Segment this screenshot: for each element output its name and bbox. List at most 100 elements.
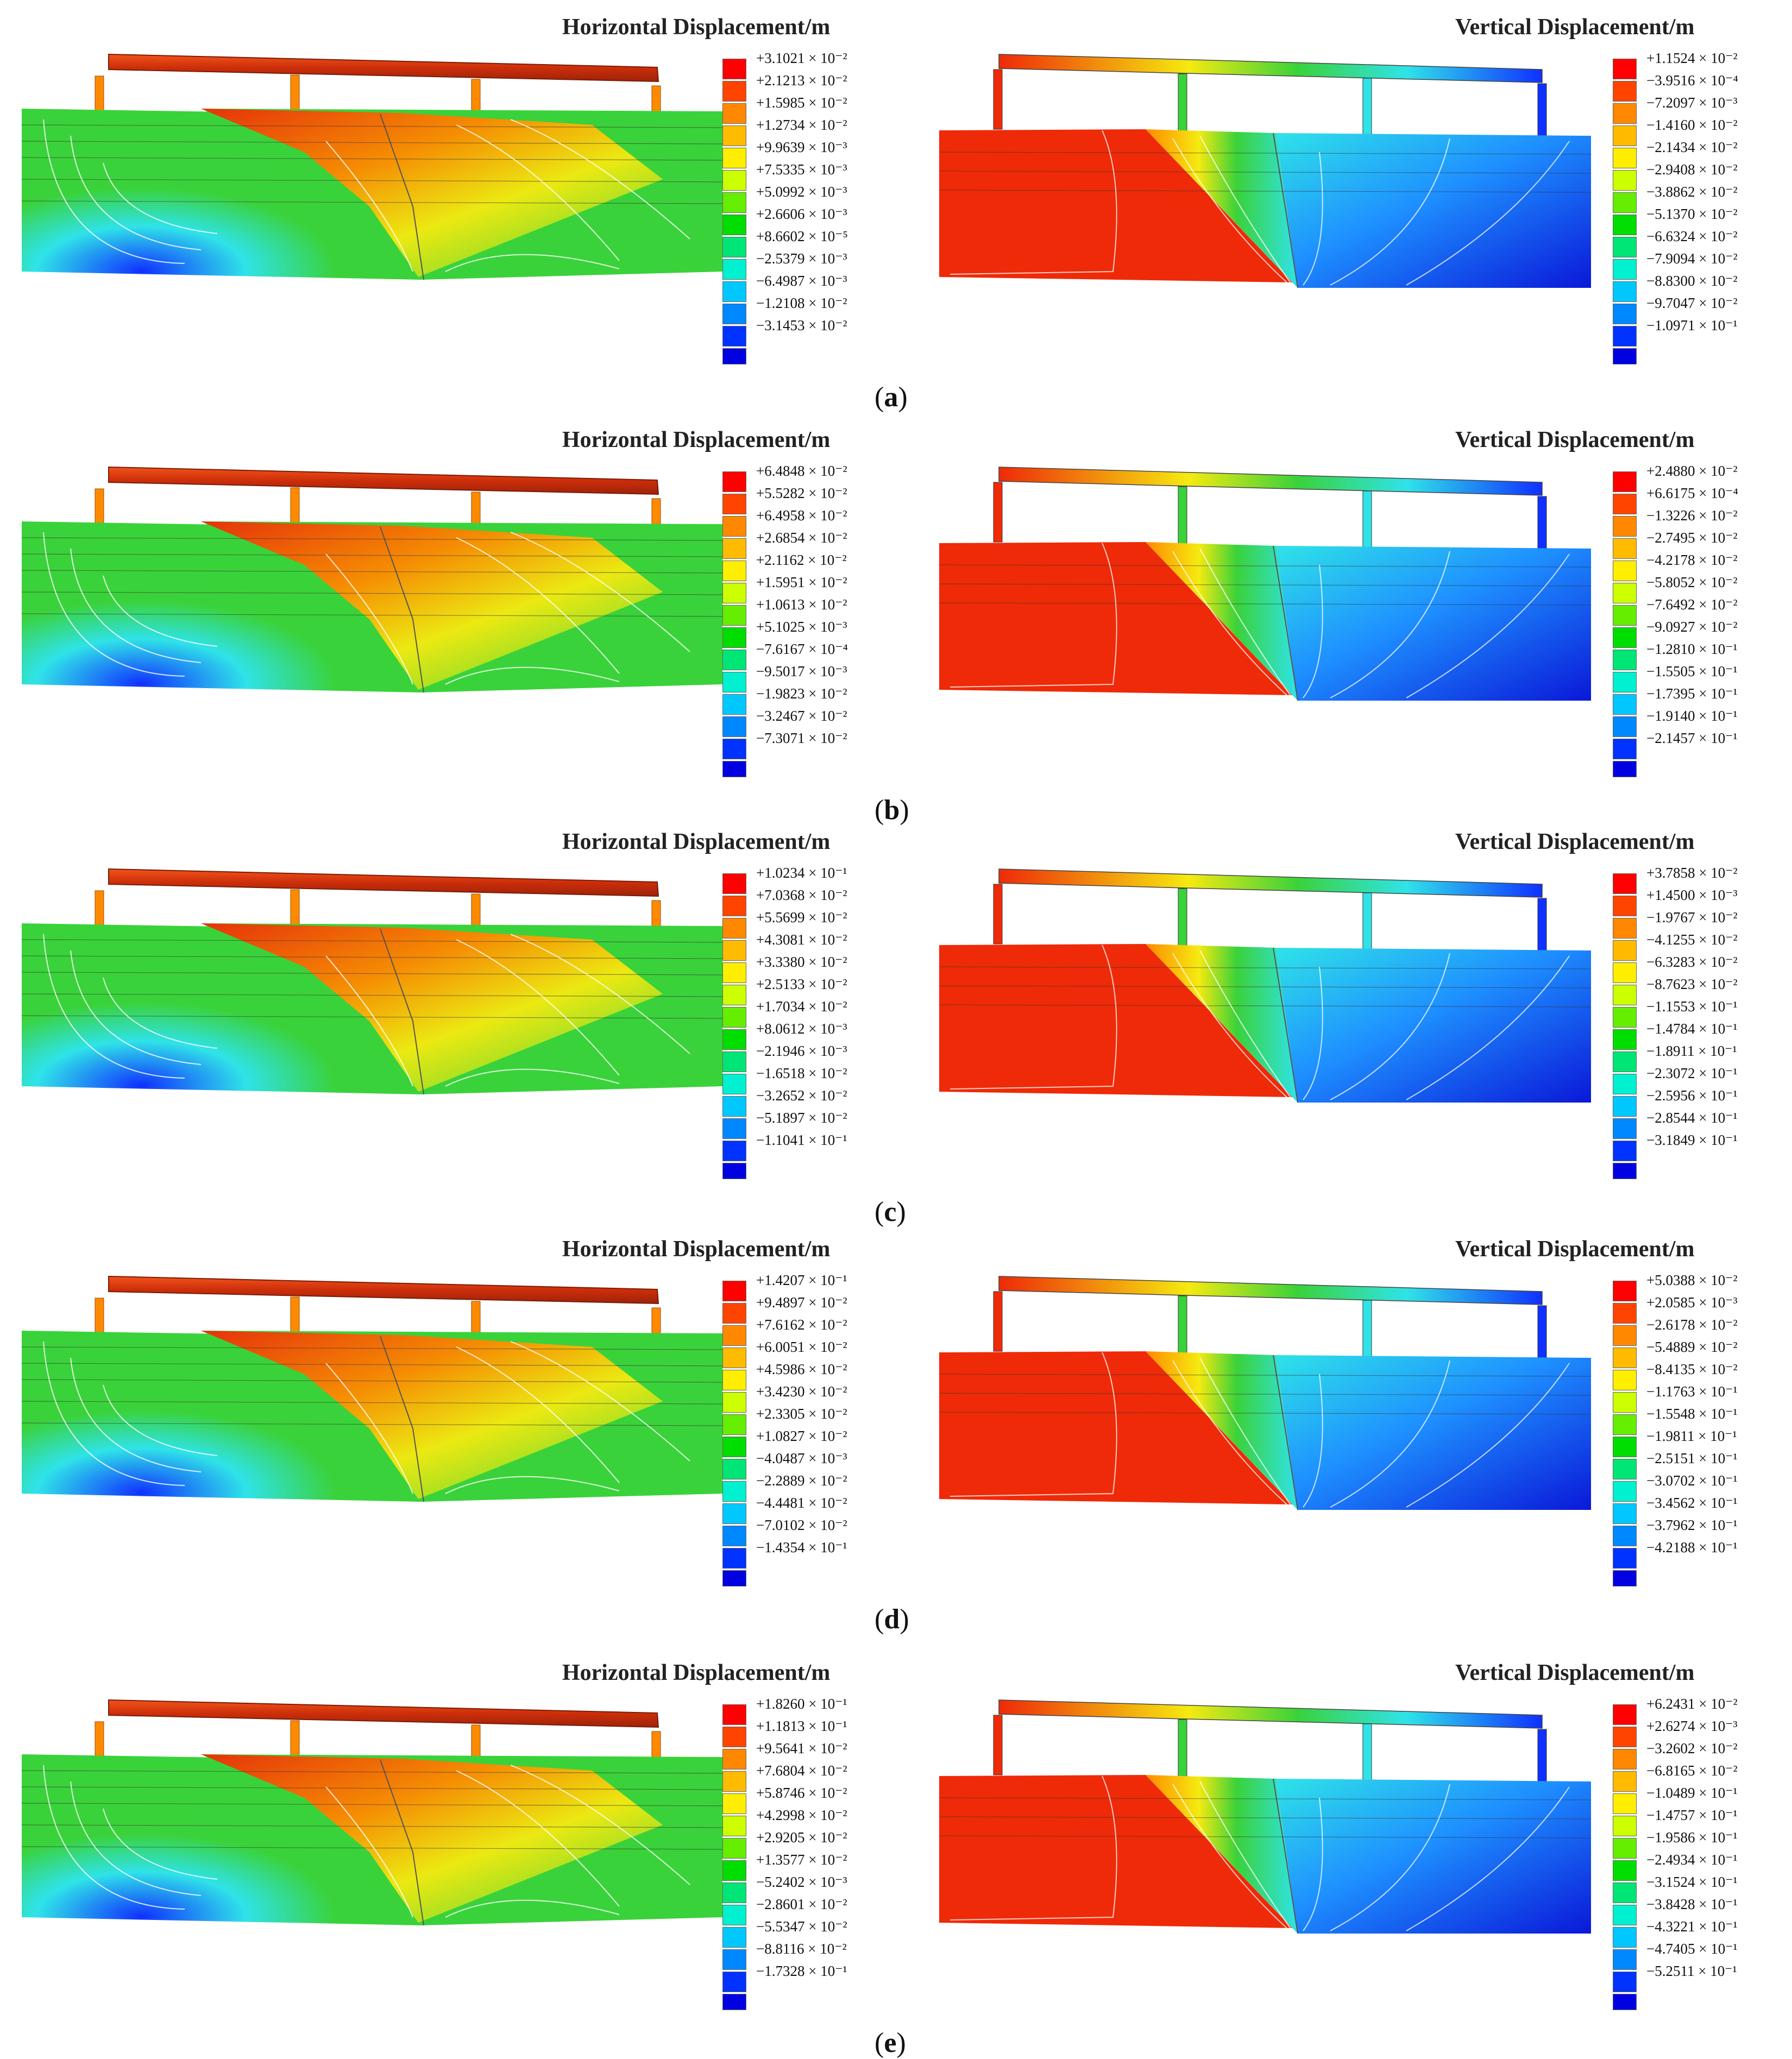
contour-line bbox=[1303, 152, 1323, 286]
legend-label: +8.0612 × 10⁻³ bbox=[756, 1021, 847, 1037]
legend-swatch bbox=[722, 1972, 746, 1992]
legend-swatch bbox=[722, 605, 746, 626]
legend-swatch bbox=[722, 1051, 746, 1072]
color-legend: +1.1524 × 10⁻² −3.9516 × 10⁻⁴ −7.2097 × 10… bbox=[1613, 50, 1792, 364]
legend-swatch bbox=[722, 1348, 746, 1368]
legend-label: +1.2734 × 10⁻² bbox=[756, 117, 847, 133]
transition-band bbox=[1146, 944, 1298, 1103]
legend-swatch bbox=[722, 940, 746, 961]
legend-swatch bbox=[1613, 538, 1637, 559]
legend-label: −1.1763 × 10⁻¹ bbox=[1646, 1383, 1738, 1400]
legend-swatch bbox=[1613, 873, 1637, 894]
legend-swatch bbox=[722, 1141, 746, 1161]
legend-label: +1.0234 × 10⁻¹ bbox=[756, 865, 847, 881]
displacement-contour-plot bbox=[939, 54, 1592, 288]
panel-title: Horizontal Displacement/m bbox=[562, 829, 831, 854]
column bbox=[1537, 1729, 1547, 1790]
legend-swatch bbox=[1613, 605, 1637, 626]
column bbox=[1362, 892, 1372, 953]
vertical-displacement-panel: Vertical Displacement/m +3.7858 × 10⁻² +1.… bbox=[896, 815, 1791, 1195]
legend-swatch bbox=[1613, 1994, 1637, 2010]
contour-line bbox=[950, 543, 1117, 688]
legend-label: −1.2108 × 10⁻² bbox=[756, 295, 847, 311]
displacement-contour-plot bbox=[22, 466, 722, 693]
layer-line bbox=[22, 1015, 722, 1019]
slip-line bbox=[1273, 133, 1298, 288]
paren: ( bbox=[875, 382, 884, 413]
legend-label: −9.0927 × 10⁻² bbox=[1646, 619, 1738, 635]
legend-label: −7.3071 × 10⁻² bbox=[756, 730, 847, 746]
contour-line bbox=[70, 548, 202, 663]
legend-swatch bbox=[1613, 1972, 1637, 1992]
layer-line bbox=[939, 966, 1592, 969]
legend-label: +8.6602 × 10⁻⁵ bbox=[756, 228, 848, 244]
legend-swatch bbox=[1613, 761, 1637, 777]
legend-label: −5.2402 × 10⁻³ bbox=[756, 1874, 847, 1890]
legend-label: +1.1524 × 10⁻² bbox=[1646, 50, 1738, 66]
contour-line bbox=[445, 254, 620, 272]
legend-swatch bbox=[1613, 1570, 1637, 1586]
legend-label: +2.6274 × 10⁻³ bbox=[1646, 1718, 1738, 1734]
layer-line bbox=[939, 602, 1592, 606]
legend-label: −4.2188 × 10⁻¹ bbox=[1646, 1539, 1738, 1556]
legend-label: −3.1849 × 10⁻¹ bbox=[1646, 1132, 1738, 1148]
legend-label: −2.1457 × 10⁻¹ bbox=[1646, 730, 1738, 746]
legend-swatch bbox=[722, 81, 746, 102]
color-legend: +6.2431 × 10⁻² +2.6274 × 10⁻³ −3.2602 × 10… bbox=[1613, 1696, 1792, 2010]
legend-swatch bbox=[1613, 1905, 1637, 1925]
column bbox=[1537, 496, 1547, 557]
legend-swatch bbox=[722, 650, 746, 670]
legend-swatch bbox=[1613, 962, 1637, 983]
legend-label: +5.1025 × 10⁻³ bbox=[756, 619, 847, 635]
legend-label: −4.0487 × 10⁻³ bbox=[756, 1450, 847, 1466]
legend-label: +1.8260 × 10⁻¹ bbox=[756, 1696, 847, 1712]
legend-swatch bbox=[1613, 471, 1637, 492]
layer-line bbox=[939, 1797, 1592, 1800]
contour-line bbox=[1406, 955, 1570, 1100]
legend-label: −1.9140 × 10⁻¹ bbox=[1646, 708, 1738, 724]
legend-swatch bbox=[722, 59, 746, 79]
legend-swatch bbox=[1613, 1793, 1637, 1814]
legend-label: −1.4160 × 10⁻² bbox=[1646, 117, 1738, 133]
legend-label: +2.1213 × 10⁻² bbox=[756, 72, 847, 89]
layer-line bbox=[22, 1422, 722, 1426]
legend-swatch bbox=[1613, 1727, 1637, 1747]
legend-swatch bbox=[722, 1096, 746, 1117]
column bbox=[1362, 1723, 1372, 1784]
displacement-wedge bbox=[201, 1754, 663, 1923]
contour-line bbox=[1172, 953, 1287, 1098]
legend-swatch bbox=[722, 1570, 746, 1586]
contour-line bbox=[43, 934, 185, 1079]
column bbox=[993, 69, 1003, 130]
contour-line bbox=[103, 977, 218, 1049]
legend-swatch bbox=[1613, 1325, 1637, 1346]
paren: ( bbox=[875, 1197, 884, 1227]
legend-label: +1.4500 × 10⁻³ bbox=[1646, 887, 1738, 903]
legend-label: +1.0613 × 10⁻² bbox=[756, 596, 847, 613]
legend-label: −2.2889 × 10⁻² bbox=[756, 1472, 847, 1489]
legend-label: +9.4897 × 10⁻² bbox=[756, 1294, 847, 1311]
column bbox=[1362, 78, 1372, 138]
column bbox=[1362, 1300, 1372, 1361]
layer-line bbox=[22, 613, 722, 617]
legend-label: +9.9639 × 10⁻³ bbox=[756, 139, 847, 155]
legend-label: −3.4562 × 10⁻¹ bbox=[1646, 1495, 1738, 1511]
slip-line bbox=[1273, 545, 1298, 701]
panel-title: Vertical Displacement/m bbox=[1455, 1237, 1695, 1262]
displacement-contour-plot bbox=[22, 868, 722, 1095]
subfigure-letter: e bbox=[884, 2027, 897, 2058]
layer-line bbox=[939, 171, 1592, 174]
legend-swatch bbox=[1613, 516, 1637, 537]
layer-line bbox=[22, 570, 722, 574]
legend-label: −1.4784 × 10⁻¹ bbox=[1646, 1021, 1738, 1037]
beam bbox=[108, 868, 659, 897]
panel-title: Vertical Displacement/m bbox=[1455, 427, 1695, 452]
legend-label: +5.5282 × 10⁻² bbox=[756, 485, 847, 501]
contour-line bbox=[456, 1346, 620, 1483]
legend-label: −4.4481 × 10⁻² bbox=[756, 1495, 847, 1511]
legend-label: +1.5985 × 10⁻² bbox=[756, 95, 847, 111]
legend-label: +4.2998 × 10⁻² bbox=[756, 1807, 847, 1823]
beam bbox=[108, 53, 659, 83]
legend-swatch bbox=[722, 1793, 746, 1814]
legend-label: −2.1434 × 10⁻² bbox=[1646, 139, 1738, 155]
